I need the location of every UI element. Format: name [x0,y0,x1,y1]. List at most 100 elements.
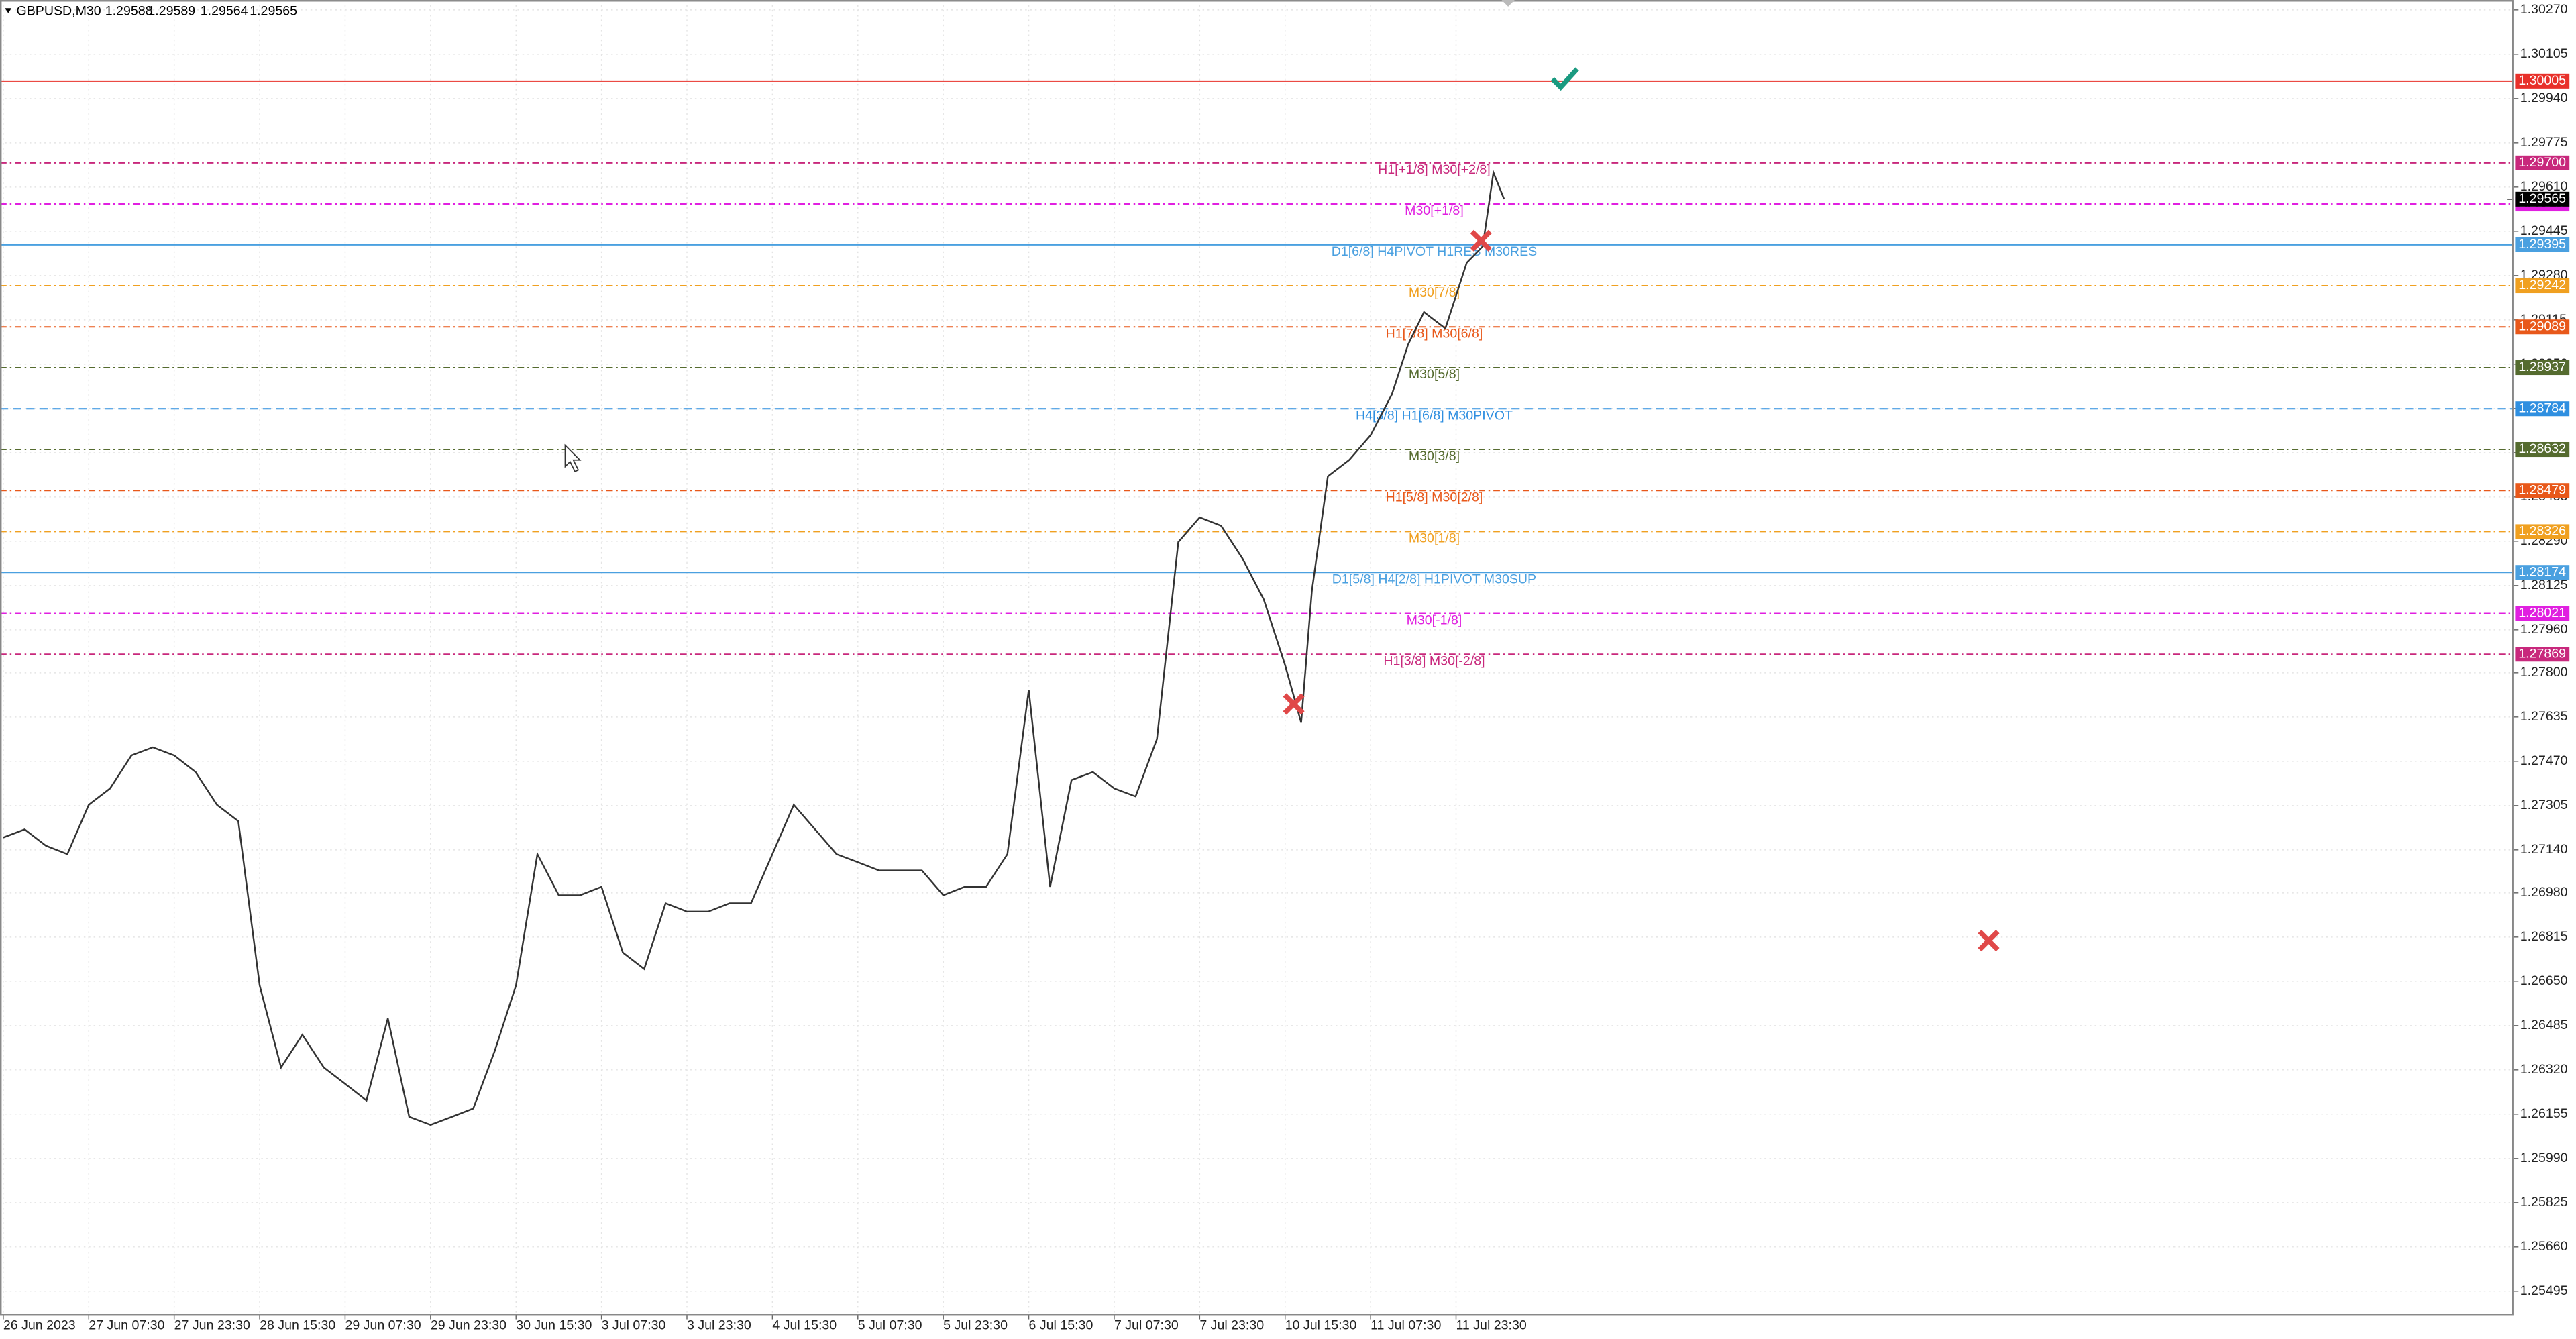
price-box-label: 1.27869 [2518,646,2566,661]
price-box [2515,360,2570,376]
level-label: H1[+1/8] M30[+2/8] [1378,162,1491,177]
y-tick-label: 1.26815 [2520,929,2568,944]
x-tick-label: 27 Jun 23:30 [174,1318,250,1333]
y-tick-label: 1.30105 [2520,46,2568,61]
price-line [3,169,1505,1126]
y-tick-label: 1.25495 [2520,1283,2568,1298]
x-tick-label: 6 Jul 15:30 [1029,1318,1093,1333]
y-tick-label: 1.30270 [2520,2,2568,17]
price-box-label: 1.28174 [2518,564,2566,579]
y-tick-label: 1.25990 [2520,1150,2568,1165]
price-box-label: 1.29395 [2518,237,2566,252]
low: 1.29564 [201,3,248,18]
y-tick-label: 1.27140 [2520,842,2568,857]
price-box [2515,155,2570,170]
x-tick-label: 29 Jun 07:30 [345,1318,421,1333]
y-tick-label: 1.25825 [2520,1195,2568,1210]
x-tick-label: 11 Jul 23:30 [1456,1318,1527,1333]
price-box [2515,606,2570,621]
price-box [2515,565,2570,580]
y-tick-label: 1.29940 [2520,91,2568,105]
x-tick-label: 11 Jul 07:30 [1371,1318,1441,1333]
x-tick-label: 3 Jul 23:30 [687,1318,751,1333]
level-label: M30[1/8] [1409,531,1460,546]
level-label: M30[-1/8] [1407,613,1462,628]
plot-border [0,0,2514,1316]
x-tick-label: 26 Jun 2023 [3,1318,76,1333]
y-tick-label: 1.26650 [2520,973,2568,988]
levels: 1.30005 H1[+1/8] M30[+2/8] 1.29700 M30[+1/8… [0,73,2570,668]
level-label: M30[7/8] [1409,285,1460,300]
header: GBPUSD,M30 1.29588 1.29589 1.29564 1.295… [5,3,297,18]
level-label: M30[+1/8] [1405,203,1464,218]
y-tick-label: 1.26155 [2520,1106,2568,1121]
cross-icon [1283,229,2000,952]
y-tick-label: 1.26980 [2520,885,2568,900]
last-price-box [2515,191,2570,207]
level-label: M30[3/8] [1409,449,1460,464]
price-box-label: 1.28632 [2518,441,2566,456]
level-label: D1[6/8] H4PIVOT H1RES M30RES [1332,244,1537,259]
check-icon [1550,67,1579,91]
mouse-cursor [564,443,582,473]
close: 1.29565 [250,3,297,18]
price-box [2515,278,2570,294]
y-tick-label: 1.26485 [2520,1018,2568,1032]
y-tick-label: 1.26320 [2520,1062,2568,1077]
x-tick-label: 5 Jul 07:30 [858,1318,922,1333]
price-box-label: 1.28937 [2518,360,2566,374]
y-tick-label: 1.28125 [2520,578,2568,592]
open: 1.29588 [105,3,153,18]
x-tick-label: 29 Jun 23:30 [431,1318,506,1333]
high: 1.29589 [148,3,195,18]
x-tick-label: 28 Jun 15:30 [260,1318,335,1333]
price-box-label: 1.30005 [2518,73,2566,88]
price-box [2515,401,2570,417]
level-label: H1[5/8] M30[2/8] [1386,490,1483,504]
y-tick-label: 1.27635 [2520,709,2568,724]
last-price-label: 1.29565 [2518,191,2566,206]
y-tick-label: 1.27305 [2520,798,2568,812]
y-tick-label: 1.27800 [2520,665,2568,680]
x-tick-label: 7 Jul 23:30 [1199,1318,1264,1333]
price-box-label: 1.28021 [2518,606,2566,621]
price-box-label: 1.28784 [2518,400,2566,415]
x-tick-label: 10 Jul 15:30 [1285,1318,1357,1333]
y-tick-label: 1.27960 [2520,622,2568,637]
x-tick-label: 5 Jul 23:30 [943,1318,1008,1333]
x-tick-label: 3 Jul 07:30 [602,1318,666,1333]
x-tick-label: 4 Jul 15:30 [772,1318,837,1333]
price-box-label: 1.29089 [2518,319,2566,333]
shift-marker[interactable] [1501,0,1515,7]
level-label: H1[3/8] M30[-2/8] [1383,653,1485,668]
price-box [2515,237,2570,252]
y-tick-label: 1.29445 [2520,223,2568,238]
dropdown-icon[interactable] [5,8,12,13]
level-label: H1[7/8] M30[6/8] [1386,326,1483,341]
x-tick-label: 27 Jun 07:30 [89,1318,164,1333]
price-box-label: 1.29242 [2518,278,2566,292]
y-tick-label: 1.25660 [2520,1239,2568,1254]
level-label: D1[5/8] H4[2/8] H1PIVOT M30SUP [1332,572,1536,586]
price-box [2515,442,2570,458]
symbol: GBPUSD,M30 [16,3,101,18]
price-box [2515,73,2570,89]
price-box [2515,483,2570,498]
price-box [2515,647,2570,662]
price-box-label: 1.29700 [2518,155,2566,170]
x-tick-label: 30 Jun 15:30 [516,1318,592,1333]
level-label: H4[3/8] H1[6/8] M30PIVOT [1356,408,1513,423]
price-box-label: 1.28326 [2518,524,2566,539]
price-box [2515,524,2570,539]
x-tick-label: 7 Jul 07:30 [1114,1318,1179,1333]
y-tick-label: 1.27470 [2520,753,2568,768]
y-tick-label: 1.29775 [2520,135,2568,150]
price-box [2515,319,2570,335]
level-label: M30[5/8] [1409,367,1460,382]
price-box-label: 1.28479 [2518,482,2566,497]
series: 1.29565 [3,169,2570,1126]
